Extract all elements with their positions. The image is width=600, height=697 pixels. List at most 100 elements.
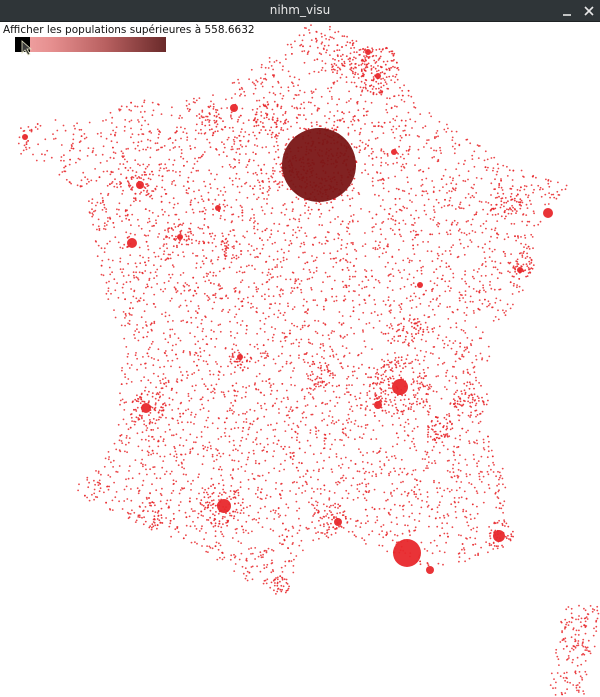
commune-dot — [168, 397, 171, 400]
commune-dot — [212, 525, 215, 528]
commune-dot — [224, 347, 227, 350]
commune-dot — [127, 262, 129, 265]
commune-dot — [237, 468, 240, 470]
commune-dot — [220, 297, 223, 300]
commune-dot — [464, 159, 466, 162]
commune-dot — [96, 255, 99, 258]
commune-dot — [357, 118, 360, 121]
commune-dot — [146, 189, 149, 192]
commune-dot — [227, 297, 229, 299]
commune-dot — [390, 106, 393, 109]
commune-dot — [27, 126, 30, 128]
commune-dot — [68, 181, 71, 183]
commune-dot — [197, 156, 200, 159]
minimize-button[interactable] — [558, 2, 576, 20]
commune-dot — [487, 304, 490, 307]
commune-dot — [239, 481, 242, 484]
commune-dot — [457, 501, 460, 504]
commune-dot — [291, 308, 294, 311]
commune-dot — [272, 169, 274, 172]
commune-dot — [175, 456, 178, 459]
commune-dot — [506, 303, 509, 306]
commune-dot — [432, 190, 435, 193]
commune-dot — [421, 190, 424, 193]
commune-dot — [168, 201, 171, 204]
commune-dot — [98, 479, 101, 482]
commune-dot — [476, 462, 478, 465]
commune-dot — [169, 473, 172, 475]
commune-dot — [114, 289, 117, 292]
commune-dot — [169, 519, 172, 522]
commune-dot — [263, 357, 266, 359]
commune-dot — [391, 415, 393, 418]
commune-dot — [260, 391, 262, 394]
commune-dot — [336, 119, 339, 122]
commune-dot — [164, 163, 167, 166]
commune-dot — [130, 288, 133, 290]
commune-dot — [483, 448, 486, 451]
commune-dot — [282, 65, 284, 68]
commune-dot — [394, 470, 396, 473]
commune-dot — [285, 336, 288, 338]
commune-dot — [402, 515, 405, 517]
commune-dot — [214, 292, 217, 295]
commune-dot — [371, 475, 374, 477]
commune-dot — [463, 253, 466, 256]
commune-dot — [321, 517, 323, 520]
commune-dot — [409, 534, 411, 537]
commune-dot — [433, 156, 435, 158]
commune-dot — [172, 169, 174, 172]
commune-dot — [378, 544, 381, 547]
commune-dot — [274, 328, 277, 330]
commune-dot — [97, 225, 100, 228]
commune-dot — [398, 145, 400, 148]
commune-dot — [132, 141, 135, 144]
commune-dot — [364, 478, 366, 481]
commune-dot — [490, 228, 493, 231]
commune-dot — [50, 156, 53, 159]
commune-dot — [354, 275, 356, 278]
commune-dot — [120, 440, 123, 442]
commune-dot — [274, 151, 277, 153]
commune-dot — [237, 414, 240, 416]
commune-dot — [237, 426, 240, 429]
commune-dot — [395, 516, 398, 519]
commune-dot — [174, 184, 177, 187]
commune-dot — [17, 142, 20, 145]
commune-dot — [391, 495, 393, 497]
commune-dot — [151, 211, 154, 214]
commune-dot — [221, 287, 224, 289]
commune-dot — [127, 512, 130, 515]
commune-dot — [262, 556, 264, 558]
commune-dot — [401, 471, 404, 474]
commune-dot — [280, 497, 282, 500]
commune-dot — [324, 34, 326, 37]
commune-dot — [506, 208, 508, 211]
commune-dot — [414, 394, 417, 396]
commune-dot — [340, 248, 342, 250]
commune-dot — [202, 249, 204, 252]
france-population-map[interactable] — [0, 22, 600, 697]
commune-dot — [258, 372, 261, 375]
commune-dot — [119, 108, 122, 111]
commune-dot — [269, 586, 272, 589]
commune-dot — [471, 194, 474, 197]
commune-dot — [264, 497, 267, 500]
commune-dot — [374, 246, 377, 249]
commune-dot — [458, 560, 460, 563]
commune-dot — [64, 129, 67, 132]
commune-dot — [273, 435, 276, 438]
commune-dot — [373, 411, 376, 414]
commune-dot — [191, 447, 194, 450]
commune-dot — [180, 126, 182, 129]
commune-dot — [312, 91, 315, 93]
commune-dot — [296, 424, 299, 427]
commune-dot — [125, 437, 128, 439]
commune-dot — [112, 129, 114, 132]
close-button[interactable] — [580, 2, 598, 20]
commune-dot — [160, 146, 162, 149]
commune-dot — [211, 507, 214, 509]
commune-dot — [103, 491, 105, 494]
commune-dot — [459, 469, 462, 472]
commune-dot — [481, 231, 484, 234]
